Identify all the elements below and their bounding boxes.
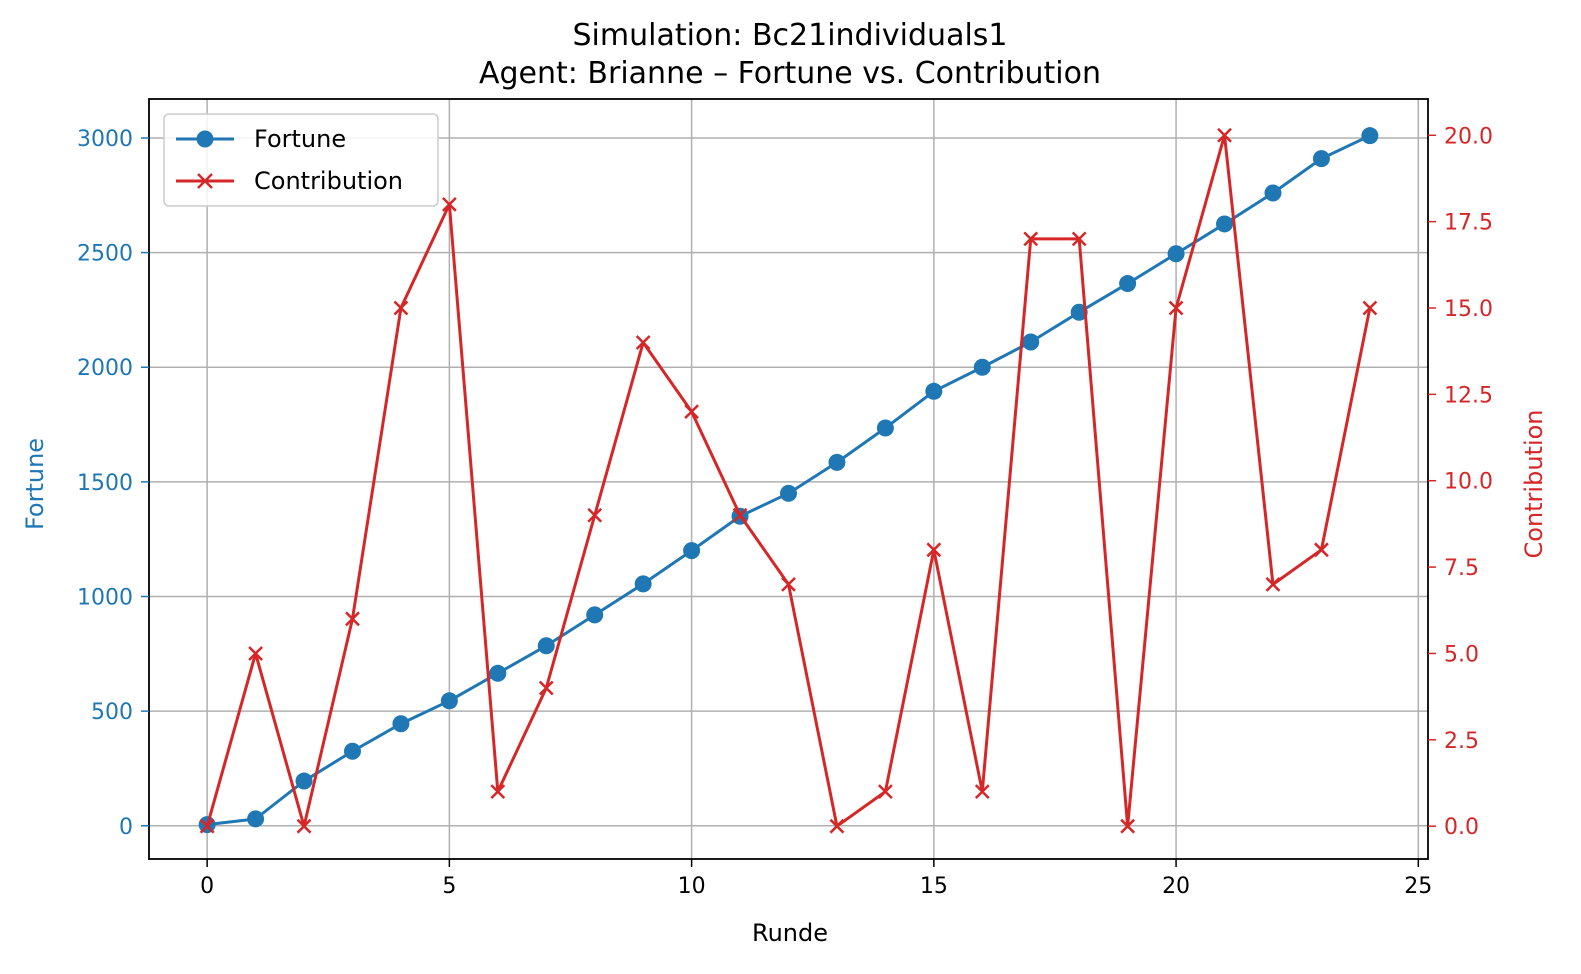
x-axis-ticks: 0 5 10 15 20 25 <box>200 859 1432 899</box>
fortune-point <box>586 606 604 624</box>
fortune-point <box>343 742 361 760</box>
x-tick-label: 10 <box>678 874 706 899</box>
legend-box <box>163 113 439 207</box>
contribution-point <box>926 542 942 558</box>
contribution-point <box>1217 127 1232 143</box>
y-right-tick-label: 17.5 <box>1444 211 1493 236</box>
contribution-point <box>587 507 603 523</box>
y-right-tick-label: 2.5 <box>1444 729 1479 754</box>
x-tick-label: 20 <box>1162 874 1190 899</box>
fortune-point <box>1022 333 1040 351</box>
fortune-point <box>1216 215 1234 233</box>
y-right-tick-label: 5.0 <box>1444 642 1479 667</box>
contribution-point <box>199 818 215 834</box>
fortune-point <box>1312 150 1330 168</box>
contribution-point <box>1314 542 1329 558</box>
y-right-tick-label: 10.0 <box>1444 470 1493 495</box>
contribution-point <box>684 404 699 420</box>
legend-contribution-label: Contribution <box>254 167 403 195</box>
plot-frame <box>148 98 1429 860</box>
legend-fortune-label: Fortune <box>254 125 346 153</box>
y-right-tick-label: 7.5 <box>1444 556 1479 581</box>
fortune-point <box>1119 275 1137 293</box>
contribution-point <box>1023 231 1039 247</box>
contribution-point <box>829 818 845 834</box>
fortune-point <box>828 453 846 471</box>
legend-fortune-marker <box>196 130 214 148</box>
fortune-point <box>392 715 410 733</box>
y-right-tick-label: 15.0 <box>1444 297 1493 322</box>
y-axis-left-ticks: 0 500 1000 1500 2000 2500 3000 <box>77 127 149 840</box>
contribution-line <box>205 133 1372 828</box>
fortune-point <box>1167 245 1185 263</box>
contribution-point <box>635 335 651 350</box>
x-tick-label: 25 <box>1404 874 1432 899</box>
contribution-point <box>490 784 506 800</box>
y-left-tick-label: 500 <box>91 700 133 725</box>
y-left-tick-label: 2500 <box>77 242 133 267</box>
legend-contribution-marker <box>197 173 213 189</box>
contribution-point <box>1265 576 1281 592</box>
fortune-point <box>1361 127 1379 145</box>
x-axis-label: Runde <box>752 919 828 947</box>
y-right-tick-label: 12.5 <box>1444 383 1493 408</box>
fortune-point <box>1264 184 1282 202</box>
y-left-tick-label: 1000 <box>77 585 133 610</box>
contribution-point <box>1362 300 1378 316</box>
series-fortune <box>198 127 1379 834</box>
contribution-point <box>296 818 312 834</box>
contribution-point <box>1168 300 1184 316</box>
chart-subtitle: Agent: Brianne – Fortune vs. Contributio… <box>479 56 1101 91</box>
fortune-point <box>537 637 555 655</box>
fortune-point <box>876 419 894 437</box>
contribution-point <box>781 576 796 592</box>
fortune-point <box>247 810 265 828</box>
fortune-point <box>925 382 943 400</box>
contribution-point <box>345 611 360 627</box>
fortune-point <box>683 542 701 560</box>
legend: Fortune Contribution <box>163 113 439 207</box>
x-tick-label: 0 <box>200 874 214 899</box>
fortune-point <box>634 575 652 593</box>
contribution-point <box>393 300 409 316</box>
contribution-point <box>732 507 748 523</box>
y-left-tick-label: 3000 <box>77 127 133 152</box>
chart-title: Simulation: Bc21individuals1 <box>573 18 1008 53</box>
x-tick-label: 15 <box>920 874 948 899</box>
y-left-tick-label: 0 <box>119 815 133 840</box>
y-axis-right-label: Contribution <box>1520 409 1548 558</box>
contribution-point <box>1120 818 1136 834</box>
series-contribution <box>199 127 1378 834</box>
fortune-point <box>440 692 458 710</box>
fortune-point <box>489 664 507 682</box>
contribution-point <box>248 646 263 661</box>
fortune-point <box>973 358 991 376</box>
fortune-point <box>295 772 313 790</box>
grid <box>149 99 1428 859</box>
y-right-tick-label: 20.0 <box>1444 124 1493 149</box>
x-tick-label: 5 <box>442 874 456 899</box>
contribution-point <box>1071 231 1087 247</box>
y-right-tick-label: 0.0 <box>1444 815 1479 840</box>
contribution-point <box>974 784 990 800</box>
y-axis-left-label: Fortune <box>21 438 49 530</box>
contribution-point <box>538 680 554 696</box>
y-left-tick-label: 1500 <box>77 471 133 496</box>
fortune-point <box>780 484 797 502</box>
y-axis-right-ticks: 0.0 2.5 5.0 7.5 10.0 12.5 15.0 17.5 20.0 <box>1428 124 1493 840</box>
contribution-point <box>441 196 457 212</box>
contribution-point <box>878 784 893 800</box>
y-left-tick-label: 2000 <box>77 356 133 381</box>
